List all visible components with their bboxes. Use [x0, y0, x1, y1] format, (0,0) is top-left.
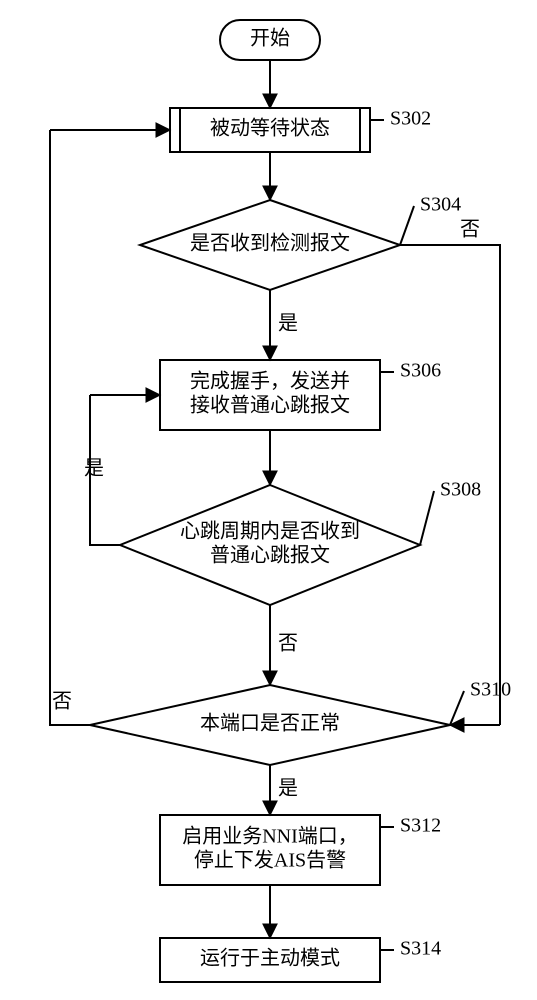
step-label: S312 — [400, 815, 441, 837]
step-label: S302 — [390, 108, 431, 130]
node-text: 停止下发AIS告警 — [194, 849, 346, 872]
step-label: S304 — [420, 194, 461, 216]
step-label: S306 — [400, 360, 441, 382]
edge-label-no: 否 — [278, 633, 298, 655]
edge-label-yes: 是 — [84, 458, 104, 480]
node-text: 运行于主动模式 — [200, 947, 340, 970]
edge-label-no: 否 — [460, 219, 480, 241]
edge-label-no: 否 — [52, 691, 72, 713]
node-text: 被动等待状态 — [210, 117, 330, 140]
step-label: S314 — [400, 938, 441, 960]
node-text: 普通心跳报文 — [210, 544, 330, 567]
edge-label-yes: 是 — [278, 313, 298, 335]
node-text: 接收普通心跳报文 — [190, 394, 350, 417]
step-label: S308 — [440, 479, 481, 501]
node-text: 完成握手，发送并 — [190, 370, 350, 393]
node-text: 启用业务NNI端口， — [182, 825, 358, 848]
node-text: 是否收到检测报文 — [190, 232, 350, 255]
edge — [50, 130, 90, 725]
edge-label-yes: 是 — [278, 778, 298, 800]
node-text: 心跳周期内是否收到 — [180, 520, 360, 543]
node-text: 本端口是否正常 — [200, 712, 340, 735]
step-label: S310 — [470, 679, 511, 701]
node-text: 开始 — [250, 27, 290, 50]
